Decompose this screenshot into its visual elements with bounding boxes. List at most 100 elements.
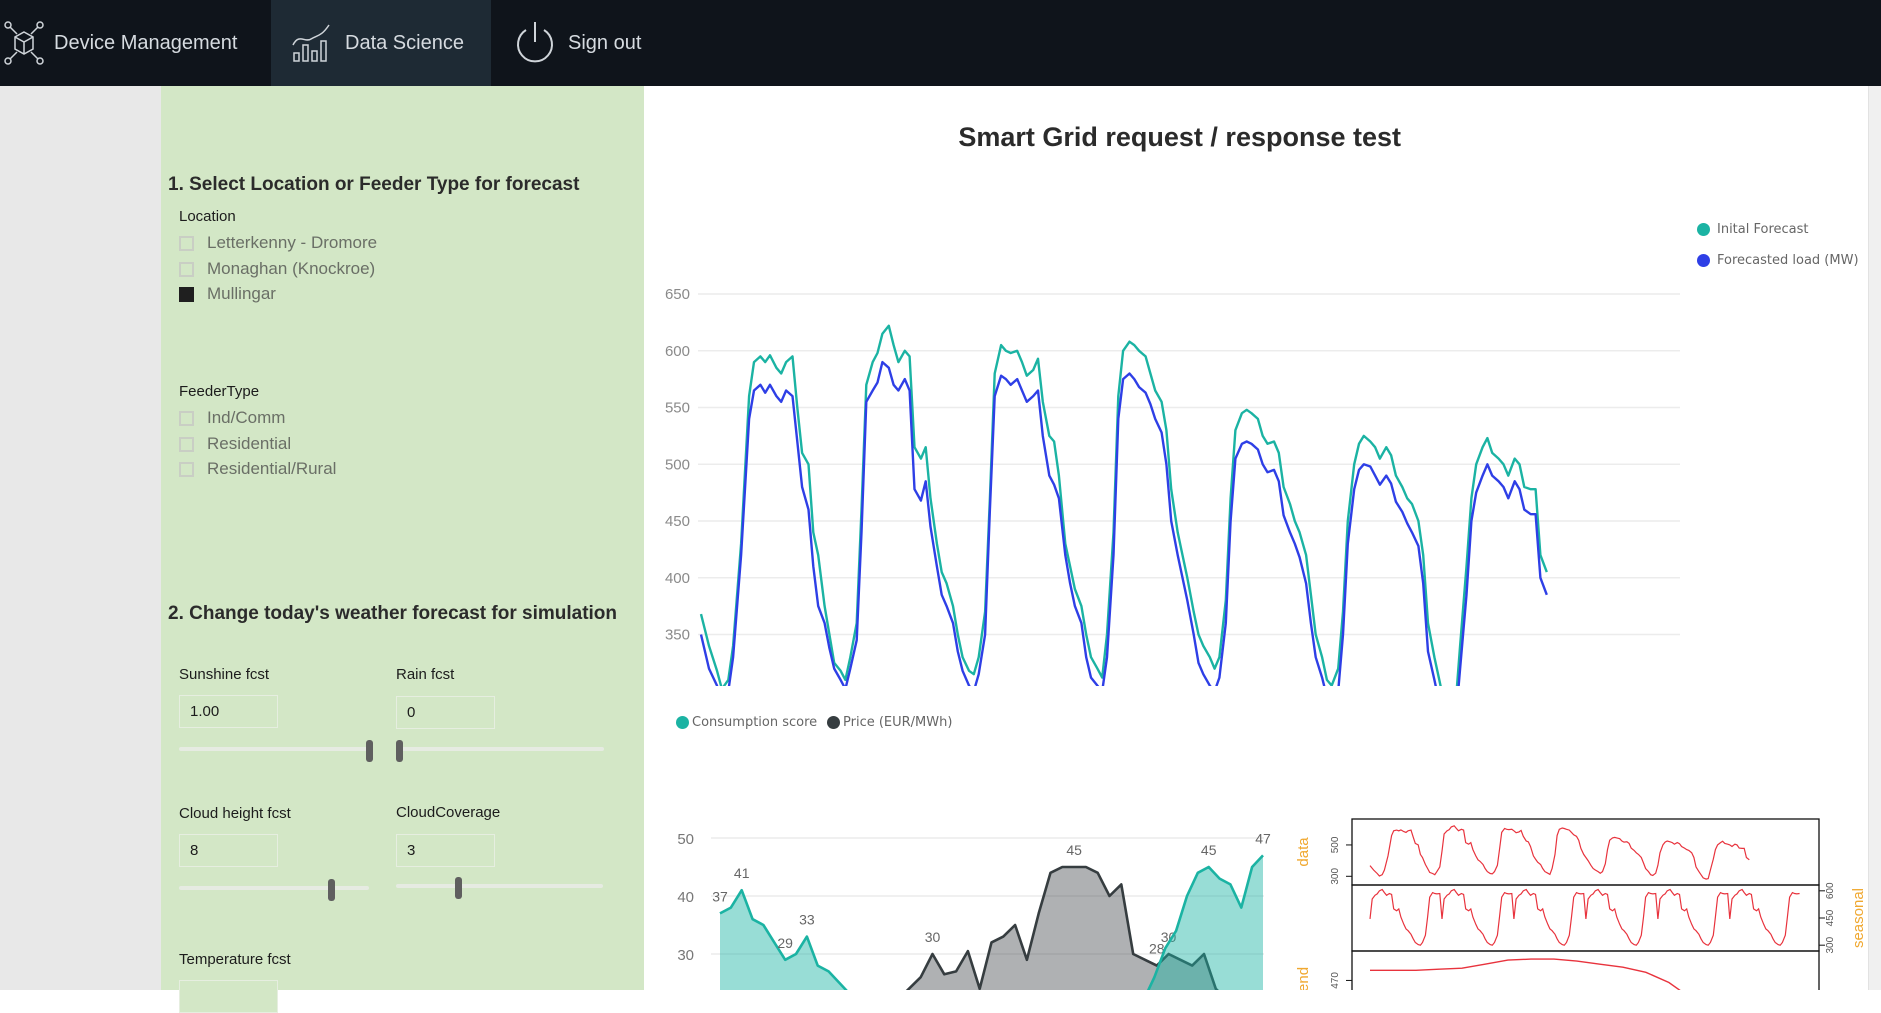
legend-initial-forecast[interactable]: Inital Forecast [1697, 222, 1809, 237]
nav-device-management[interactable]: Device Management [0, 0, 271, 86]
y-tick-label: 550 [665, 400, 690, 417]
forecast-controls-panel: 1. Select Location or Feeder Type for fo… [161, 86, 644, 1013]
y-tick-label: 450 [1825, 909, 1836, 926]
sunshine-slider[interactable] [179, 740, 373, 762]
slider-thumb[interactable] [455, 877, 463, 899]
decomp-trend-line [1370, 958, 1681, 990]
load-forecast-line-chart: 250300350400450500550600650Apr 26Apr 27A… [665, 286, 1680, 686]
legend-label: Forecasted load (MW) [1717, 253, 1859, 268]
network-cube-icon [4, 21, 44, 65]
legend-forecasted-load[interactable]: Forecasted load (MW) [1697, 253, 1859, 268]
location-option-monaghan[interactable]: Monaghan (Knockroe) [179, 258, 375, 280]
y-tick-label: 450 [665, 513, 690, 530]
area-fill-price-eur-mwh- [907, 867, 1218, 990]
data-label: 29 [777, 935, 793, 951]
cloud-height-label: Cloud height fcst [179, 805, 291, 822]
data-label: 30 [925, 929, 941, 945]
slider-thumb[interactable] [396, 740, 403, 762]
cloud-height-slider[interactable] [179, 879, 369, 901]
data-label: 37 [712, 888, 728, 904]
legend-dot-blue [1697, 254, 1710, 267]
y-tick-label: 600 [1825, 882, 1836, 899]
data-label: 45 [1201, 842, 1217, 858]
consumption-price-area-chart: 102030405030453028131637412933274547 [677, 830, 1271, 990]
location-option-mullingar[interactable]: Mullingar [179, 283, 276, 305]
slider-track [396, 884, 603, 888]
series-line-forecasted-load-mw- [699, 360, 1548, 686]
legend-label: Price (EUR/MWh) [843, 715, 953, 730]
y-tick-label: 470 [1330, 972, 1341, 989]
option-label: Residential [207, 434, 292, 453]
checkbox[interactable] [179, 235, 194, 251]
y-tick-label: 350 [665, 627, 690, 644]
feeder-option-ind-comm[interactable]: Ind/Comm [179, 407, 285, 429]
feeder-option-residential[interactable]: Residential [179, 433, 291, 455]
data-label: 41 [734, 865, 750, 881]
checkbox-checked[interactable] [179, 286, 194, 302]
temperature-input[interactable] [179, 980, 278, 1013]
series-line-price-eur-mwh- [905, 865, 1219, 990]
legend-dot-dark [827, 716, 840, 729]
power-icon [514, 20, 556, 66]
y-tick-label: 400 [665, 570, 690, 587]
y-tick-label: 650 [665, 286, 690, 303]
top-navigation-bar: Device Management Data Science Sign out [0, 0, 1881, 86]
option-label: Ind/Comm [207, 408, 286, 427]
y-tick-label: 300 [1825, 936, 1836, 953]
data-label: 45 [1066, 842, 1082, 858]
section-weather-title: 2. Change today's weather forecast for s… [168, 603, 618, 624]
feeder-option-residential-rural[interactable]: Residential/Rural [179, 458, 336, 480]
rain-label: Rain fcst [396, 666, 455, 683]
y-tick-label: 500 [665, 456, 690, 473]
y-tick-label: 600 [665, 343, 690, 360]
panel-label-seasonal: seasonal [1850, 888, 1867, 948]
cloud-height-input[interactable]: 8 [179, 834, 278, 867]
data-label: 28 [1149, 941, 1165, 957]
data-label: 30 [1161, 929, 1177, 945]
chart-bars-icon [291, 23, 331, 63]
option-label: Residential/Rural [207, 459, 337, 478]
cloud-coverage-label: CloudCoverage [396, 804, 501, 821]
legend-label: Inital Forecast [1717, 222, 1809, 237]
rain-slider[interactable] [396, 740, 604, 762]
location-label: Location [179, 208, 236, 225]
checkbox[interactable] [179, 436, 194, 452]
slider-track [399, 747, 604, 751]
panel-label-trend: trend [1295, 967, 1312, 990]
cloud-coverage-input[interactable]: 3 [396, 834, 495, 867]
y-tick-label: 40 [677, 889, 694, 906]
location-option-letterkenny[interactable]: Letterkenny - Dromore [179, 232, 377, 254]
slider-track [179, 886, 369, 890]
checkbox[interactable] [179, 261, 194, 277]
vertical-scrollbar[interactable] [1868, 86, 1881, 990]
series-line-inital-forecast [699, 324, 1548, 686]
legend-consumption-score[interactable]: Consumption score [676, 715, 817, 730]
slider-thumb[interactable] [328, 879, 335, 901]
slider-thumb[interactable] [366, 740, 373, 762]
nav-data-science[interactable]: Data Science [271, 0, 491, 86]
option-label: Monaghan (Knockroe) [207, 259, 376, 278]
legend-dot-teal [1697, 223, 1710, 236]
sunshine-label: Sunshine fcst [179, 666, 270, 683]
panel-frame-data [1351, 818, 1820, 886]
sunshine-input[interactable]: 1.00 [179, 695, 278, 728]
checkbox[interactable] [179, 410, 194, 426]
option-label: Letterkenny - Dromore [207, 233, 378, 252]
option-label: Mullingar [207, 284, 276, 303]
nav-sign-out[interactable]: Sign out [491, 0, 671, 86]
y-tick-label: 50 [677, 831, 694, 848]
chart-title: Smart Grid request / response test [958, 122, 1401, 152]
checkbox[interactable] [179, 461, 194, 477]
cloud-coverage-slider[interactable] [396, 877, 603, 899]
legend-price[interactable]: Price (EUR/MWh) [827, 715, 952, 730]
panel-frame-trend [1351, 950, 1820, 990]
temperature-label: Temperature fcst [179, 951, 291, 968]
y-tick-label: 500 [1330, 836, 1341, 853]
rain-input[interactable]: 0 [396, 696, 495, 729]
legend-dot-teal [676, 716, 689, 729]
y-tick-label: 30 [677, 947, 694, 964]
feeder-type-label: FeederType [179, 383, 260, 400]
series-line-consumption-score [719, 854, 1264, 990]
panel-label-data: data [1295, 837, 1312, 867]
left-gutter [0, 86, 161, 990]
